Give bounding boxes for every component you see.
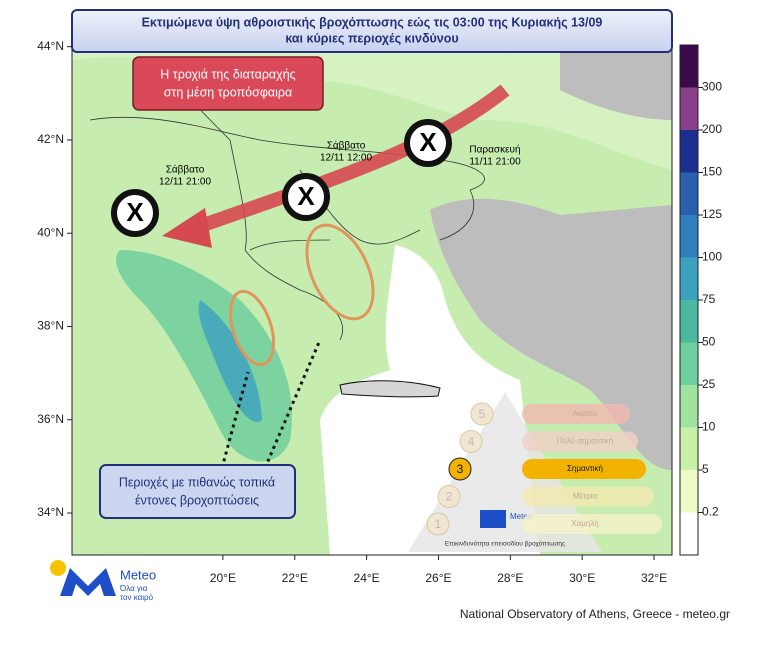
track-text: στη μέση τροπόσφαιρα [164,85,293,99]
colorbar-segment [680,257,698,300]
lon-tick-label: 24°E [354,571,380,585]
risk-level-bar [522,486,654,507]
lat-tick-label: 38°N [37,319,64,333]
marker-symbol: X [297,181,315,211]
risk-level-circle [470,402,494,426]
risk-level-circle [426,512,450,536]
risk-level-number: 2 [446,490,453,504]
risk-level-number: 3 [457,462,464,476]
risk-box [99,464,296,519]
risk-level-bar [522,404,630,424]
lon-tick-label: 22°E [282,571,308,585]
marker-day: Σάββατο [327,140,366,152]
track-arrowhead [162,208,212,248]
lon-tick-label: 30°E [569,571,595,585]
colorbar-segment [680,172,698,215]
risk-level-circle [459,430,483,453]
colorbar-label: 50 [702,335,716,349]
marker-day: Παρασκευή [469,144,520,156]
colorbar-label: 5 [702,462,709,476]
risk-level-label: Ακραία [573,409,598,418]
lon-tick-label: 20°E [210,571,236,585]
risk-level-bar [522,431,638,452]
risk-caption: Επικινδυνότητα επεισοδίου βροχόπτωσης [445,540,565,548]
marker: X Σάββατο 12/11 12:00 [282,140,373,221]
colorbar-segment [680,342,698,385]
risk-level-label: Μέτρια [573,492,598,501]
footer: National Observatory of Athens, Greece -… [460,607,730,621]
colorbar-segment [680,427,698,470]
risk-text: Περιοχές με πιθανώς τοπικά [119,475,275,489]
logo: Meteo Όλα για τον καιρό [50,560,156,602]
marker-day: Σάββατο [166,164,205,176]
risk-level-number: 5 [479,407,486,421]
colorbar-segment [680,215,698,258]
colorbar-segment [680,87,698,130]
lon-tick-label: 28°E [497,571,523,585]
lat-tick-label: 36°N [37,412,64,426]
colorbar-label: 25 [702,377,716,391]
colorbar-label: 100 [702,250,722,264]
colorbar-label: 10 [702,420,716,434]
logo-tagline: τον καιρό [120,593,154,602]
marker-time: 12/11 12:00 [320,153,373,164]
risk-level-label: Πολύ σημαντική [557,437,614,446]
marker-time: 11/11 21:00 [469,157,521,168]
lon-tick-label: 26°E [425,571,451,585]
lat-tick-label: 34°N [37,505,64,519]
risk-level-number: 1 [435,517,442,531]
colorbar-segment [680,130,698,173]
marker: X Παρασκευή 11/11 21:00 [404,119,521,168]
risk-areas [228,223,375,367]
marker: X Σάββατο 12/11 21:00 [111,164,212,237]
risk-level-number: 4 [468,435,475,449]
risk-level-bar [522,514,662,534]
colorbar-label: 0.2 [702,505,719,519]
risk-level-circle [437,485,461,508]
title: Εκτιμώμενα ύψη αθροιστικής βροχόπτωσης ε… [142,15,603,29]
pointer-lines [220,339,322,469]
colorbar-label: 200 [702,122,722,136]
risk-level-circle [448,457,472,481]
risk-level-label: Χαμηλή [571,519,598,528]
lat-tick-label: 44°N [37,39,64,53]
colorbar-label: 75 [702,292,716,306]
logo-name: Meteo [120,567,156,582]
title: και κύριες περιοχές κινδύνου [285,31,458,45]
colorbar-segment [680,45,698,88]
colorbar-segment [680,512,698,555]
colorbar-segment [680,300,698,343]
colorbar-label: 150 [702,165,722,179]
risk-brand: Meteo [510,512,533,521]
lat-tick-label: 42°N [37,132,64,146]
colorbar-label: 125 [702,207,722,221]
track-arrow [192,84,510,235]
lat-tick-label: 40°N [37,225,64,239]
colorbar-segment [680,470,698,513]
track-box [132,56,324,111]
colorbar-label: 300 [702,80,722,94]
risk-level-label: Σημαντική [567,464,603,473]
logo-tagline: Όλα για [119,584,148,593]
marker-symbol: X [126,197,144,227]
risk-text: έντονες βροχοπτώσεις [135,493,259,507]
marker-time: 12/11 21:00 [159,177,212,188]
track-text: Η τροχιά της διαταραχής [160,67,295,81]
title-box [71,9,673,53]
risk-scale: Meteo Επικινδυνότητα επεισοδίου βροχόπτω… [408,392,662,552]
risk-level-bar [522,459,646,479]
colorbar-segment [680,385,698,428]
marker-symbol: X [419,127,437,157]
lon-tick-label: 32°E [641,571,667,585]
